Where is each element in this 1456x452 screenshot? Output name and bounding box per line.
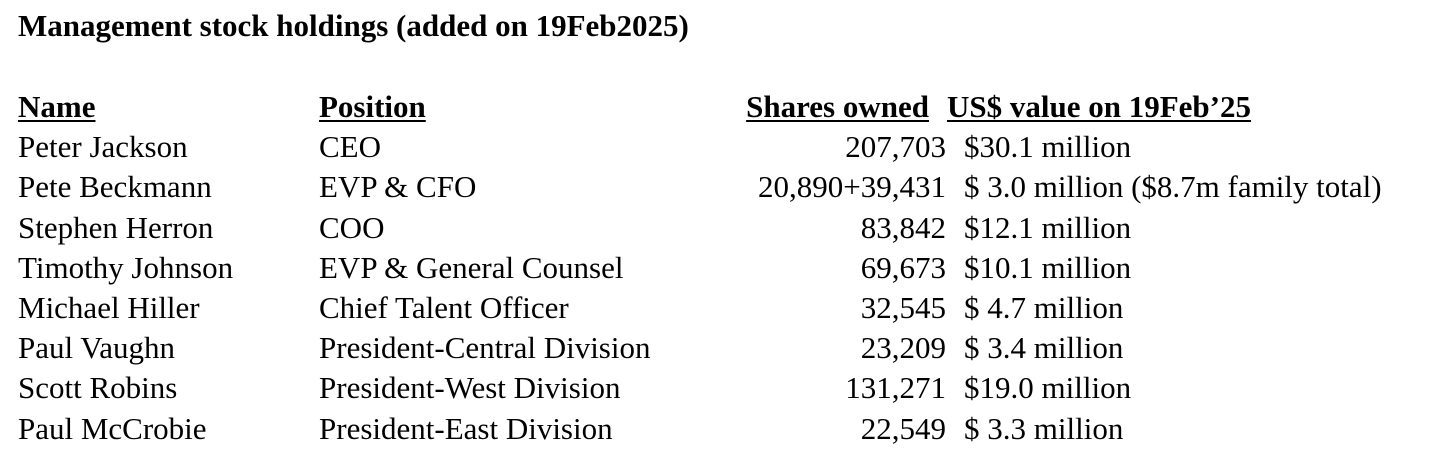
cell-name: Peter Jackson bbox=[18, 129, 188, 165]
cell-shares: 32,545 bbox=[860, 289, 946, 325]
cell-name: Timothy Johnson bbox=[18, 249, 234, 285]
header-position: Position bbox=[319, 89, 426, 124]
cell-shares: 69,673 bbox=[860, 249, 946, 285]
cell-shares: 22,549 bbox=[860, 410, 946, 446]
cell-shares: 83,842 bbox=[860, 209, 946, 245]
table-row: Stephen Herron COO 83,842 $12.1 million bbox=[0, 208, 1456, 248]
cell-name: Pete Beckmann bbox=[18, 169, 212, 205]
cell-name: Michael Hiller bbox=[18, 289, 200, 325]
table-row: Scott Robins President-West Division 131… bbox=[0, 368, 1456, 408]
cell-value: $ 3.4 million bbox=[964, 330, 1124, 366]
cell-position: EVP & CFO bbox=[319, 169, 477, 205]
table-row: Paul McCrobie President-East Division 22… bbox=[0, 409, 1456, 449]
page-title: Management stock holdings (added on 19Fe… bbox=[18, 8, 689, 43]
table-row: Timothy Johnson EVP & General Counsel 69… bbox=[0, 248, 1456, 288]
header-usd-value: US$ value on 19Feb’25 bbox=[947, 89, 1251, 124]
cell-position: President-West Division bbox=[319, 370, 621, 406]
cell-value: $12.1 million bbox=[964, 209, 1132, 245]
table-row: Michael Hiller Chief Talent Officer 32,5… bbox=[0, 288, 1456, 328]
holdings-table: Name Position Shares owned US$ value on … bbox=[0, 87, 1456, 449]
cell-value: $ 4.7 million bbox=[964, 289, 1124, 325]
cell-shares: 131,271 bbox=[845, 370, 946, 406]
cell-value: $19.0 million bbox=[964, 370, 1132, 406]
cell-position: President-Central Division bbox=[319, 330, 651, 366]
cell-value: $10.1 million bbox=[964, 249, 1132, 285]
table-row: Paul Vaughn President-Central Division 2… bbox=[0, 328, 1456, 368]
cell-position: COO bbox=[319, 209, 385, 245]
cell-shares: 20,890+39,431 bbox=[758, 169, 946, 205]
table-row: Peter Jackson CEO 207,703 $30.1 million bbox=[0, 127, 1456, 167]
table-header-row: Name Position Shares owned US$ value on … bbox=[0, 87, 1456, 127]
header-name: Name bbox=[18, 89, 96, 124]
cell-value: $30.1 million bbox=[964, 129, 1132, 165]
cell-name: Paul Vaughn bbox=[18, 330, 176, 366]
cell-shares: 207,703 bbox=[845, 129, 946, 165]
header-shares-owned: Shares owned bbox=[746, 89, 929, 124]
cell-shares: 23,209 bbox=[860, 330, 946, 366]
table-row: Pete Beckmann EVP & CFO 20,890+39,431 $ … bbox=[0, 167, 1456, 207]
cell-value: $ 3.3 million bbox=[964, 410, 1124, 446]
cell-name: Paul McCrobie bbox=[18, 410, 207, 446]
cell-position: President-East Division bbox=[319, 410, 613, 446]
cell-position: EVP & General Counsel bbox=[319, 249, 624, 285]
cell-position: CEO bbox=[319, 129, 381, 165]
cell-position: Chief Talent Officer bbox=[319, 289, 569, 325]
cell-name: Stephen Herron bbox=[18, 209, 214, 245]
cell-value: $ 3.0 million ($8.7m family total) bbox=[964, 169, 1382, 205]
cell-name: Scott Robins bbox=[18, 370, 178, 406]
